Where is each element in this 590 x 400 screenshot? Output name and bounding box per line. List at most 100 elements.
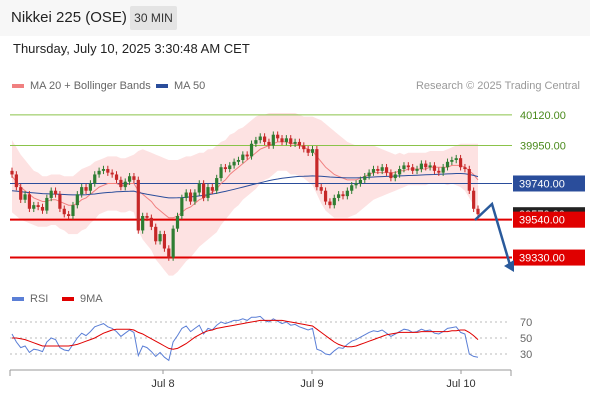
candle-body — [284, 138, 288, 142]
forecast-arrowhead — [504, 260, 514, 272]
candle-body — [319, 187, 323, 191]
candle-body — [371, 169, 376, 173]
candle-body — [306, 149, 310, 153]
candle-body — [232, 161, 236, 166]
timestamp: Thursday, July 10, 2025 3:30:48 AM CET — [13, 41, 250, 56]
candle-body — [402, 165, 406, 170]
candle-body — [276, 134, 280, 139]
candle-body — [223, 167, 228, 170]
candle-body — [136, 179, 140, 231]
candle-body — [406, 165, 410, 168]
candle-body — [202, 183, 206, 198]
candle-body — [215, 178, 219, 191]
candle-body — [197, 183, 201, 193]
legend-9ma-label: 9MA — [80, 293, 103, 305]
level-label-overlay: 39540.00 — [519, 215, 565, 227]
legend-9ma-swatch — [62, 297, 74, 301]
header-bar — [0, 0, 590, 36]
candle-body — [289, 138, 293, 144]
candle-body — [188, 192, 193, 202]
candle-body — [93, 174, 97, 184]
candle-body — [58, 194, 62, 209]
candle-body — [228, 165, 232, 170]
rsi-line — [11, 315, 479, 362]
legend-ma50-swatch — [156, 84, 168, 88]
candle-body — [14, 174, 18, 188]
candle-body — [367, 172, 371, 177]
candle-body — [241, 154, 245, 160]
candle-body — [328, 201, 332, 206]
x-tick-label-Jul 9: Jul 9 — [300, 378, 323, 390]
legend-bollinger: MA 20 + Bollinger Bands — [12, 80, 151, 92]
candle-body — [432, 165, 437, 171]
forecast-arrow — [474, 201, 512, 266]
candle-body — [141, 216, 145, 231]
candle-body — [476, 208, 480, 215]
ma50-line — [11, 173, 479, 199]
timeframe-button[interactable]: 30 MIN — [130, 6, 177, 30]
candle-body — [62, 208, 66, 215]
candle-body — [184, 192, 188, 198]
level-badge-39330.00 — [513, 249, 585, 266]
candle-body — [175, 216, 180, 229]
candle-body — [71, 205, 75, 216]
candle-body — [162, 234, 167, 249]
candle-body — [389, 172, 393, 179]
candle-body — [158, 234, 162, 242]
candle-body — [80, 187, 84, 195]
candle-body — [445, 161, 450, 168]
level-badge-39740.00 — [513, 175, 585, 192]
candle-body — [463, 167, 467, 170]
candle-body — [450, 160, 454, 162]
candle-body — [323, 190, 328, 202]
legend-bollinger-swatch — [12, 84, 24, 88]
candle-body — [106, 169, 110, 173]
candle-body — [210, 187, 214, 191]
candle-body — [249, 143, 254, 157]
rsi-tick-50: 50 — [520, 333, 532, 345]
candle-body — [350, 185, 354, 191]
legend-ma50: MA 50 — [156, 80, 205, 92]
candle-body — [97, 170, 101, 175]
candle-body — [341, 194, 345, 197]
candle-body — [376, 169, 380, 171]
candle-body — [171, 228, 175, 258]
candle-body — [441, 167, 445, 173]
candle-body — [437, 170, 441, 173]
candle-body — [398, 169, 402, 175]
candle-body — [110, 172, 114, 175]
candle-body — [262, 136, 267, 142]
candle-body — [101, 169, 106, 171]
candle-body — [354, 183, 358, 186]
level-label-39330.00: 39330.00 — [519, 253, 565, 265]
candle-body — [310, 149, 315, 153]
legend-rsi: RSI — [12, 293, 48, 305]
candle-body — [180, 197, 184, 216]
candle-body — [472, 190, 476, 209]
candle-body — [280, 138, 284, 142]
candle-body — [236, 160, 241, 162]
candle-body — [315, 149, 319, 188]
candle-body — [458, 158, 463, 168]
candle-body — [411, 167, 415, 171]
candle-body — [428, 165, 432, 168]
candle-body — [193, 192, 197, 202]
candle-body — [53, 190, 58, 195]
candle-body — [23, 194, 27, 200]
candle-body — [380, 167, 384, 171]
level-label-39740.00: 39740.00 — [519, 178, 565, 190]
candle-body — [258, 136, 262, 141]
candle-body — [75, 194, 79, 206]
candle-body — [363, 176, 367, 180]
candle-body — [393, 174, 397, 179]
candle-body — [127, 176, 132, 182]
candle-body — [36, 205, 40, 207]
x-tick-label-Jul 8: Jul 8 — [151, 378, 174, 390]
candle-body — [293, 141, 297, 144]
rsi-tick-70: 70 — [520, 317, 532, 329]
legend-rsi-swatch — [12, 297, 24, 301]
candle-body — [297, 141, 302, 146]
candle-body — [19, 187, 23, 200]
candle-body — [32, 205, 36, 209]
